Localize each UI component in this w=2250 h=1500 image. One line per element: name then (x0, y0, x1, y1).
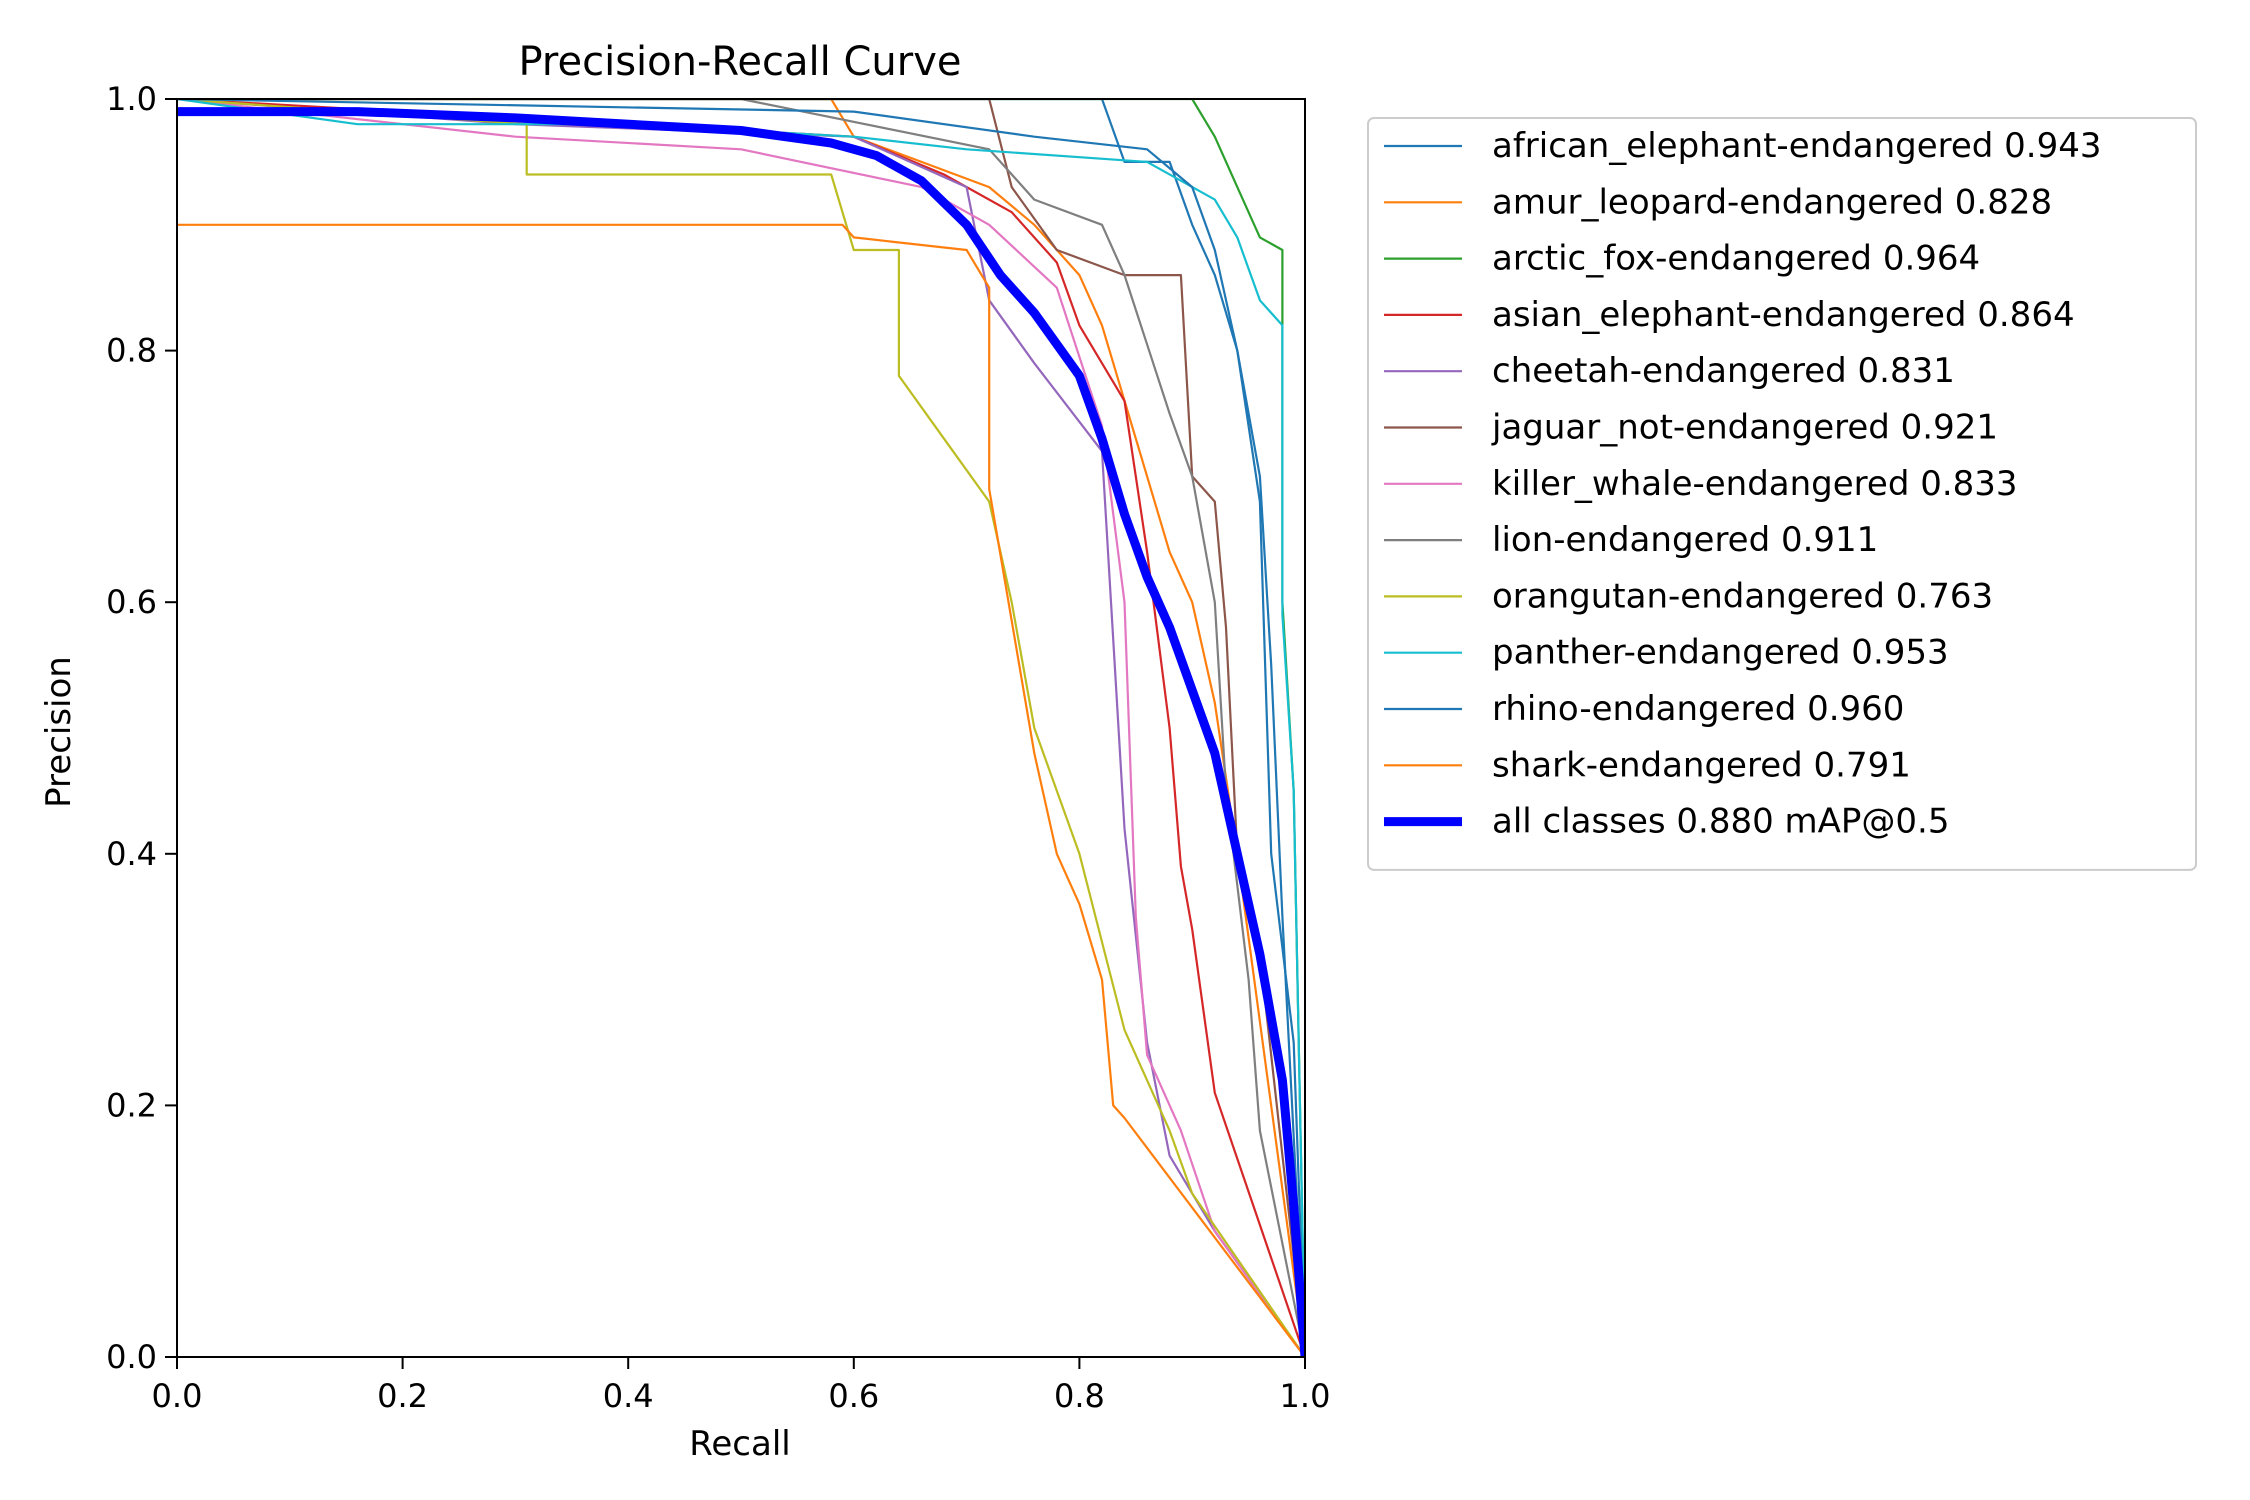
legend-label-8: orangutan-endangered 0.763 (1492, 576, 1993, 616)
y-tick-label-3: 0.6 (106, 583, 157, 621)
legend-label-9: panther-endangered 0.953 (1492, 633, 1949, 673)
legend-label-11: shark-endangered 0.791 (1492, 745, 1911, 785)
x-tick-label-2: 0.4 (603, 1377, 654, 1415)
legend: african_elephant-endangered 0.943 amur_le… (1367, 117, 2197, 871)
legend-label-1: amur_leopard-endangered 0.828 (1492, 182, 2052, 222)
plot-background (177, 99, 1305, 1357)
legend-label-5: jaguar_not-endangered 0.921 (1491, 408, 1998, 448)
legend-label-12: all classes 0.880 mAP@0.5 (1492, 802, 1949, 842)
y-tick-label-4: 0.8 (106, 332, 157, 370)
chart-title: Precision-Recall Curve (519, 39, 962, 85)
legend-label-6: killer_whale-endangered 0.833 (1492, 464, 2018, 504)
plot-frame (176, 98, 1306, 1358)
y-tick-label-5: 1.0 (106, 80, 157, 118)
y-tick-label-2: 0.4 (106, 835, 157, 873)
x-tick-label-1: 0.2 (377, 1377, 428, 1415)
legend-label-10: rhino-endangered 0.960 (1492, 689, 1904, 729)
legend-label-0: african_elephant-endangered 0.943 (1492, 126, 2102, 166)
legend-label-3: asian_elephant-endangered 0.864 (1492, 295, 2075, 335)
x-axis-label: Recall (689, 1424, 790, 1464)
plot-area (176, 98, 1306, 1358)
series-line-11 (177, 223, 1305, 1357)
series-line-0 (177, 99, 1305, 1357)
y-axis-label: Precision (39, 656, 79, 808)
y-tick-label-0: 0.0 (106, 1338, 157, 1376)
series-line-3 (177, 99, 1305, 1357)
legend-label-7: lion-endangered 0.911 (1492, 520, 1878, 560)
legend-label-4: cheetah-endangered 0.831 (1492, 351, 1955, 391)
x-tick-label-3: 0.6 (828, 1377, 879, 1415)
series-line-8 (177, 99, 1305, 1357)
x-tick-label-0: 0.0 (152, 1377, 203, 1415)
series-line-10 (177, 99, 1305, 1357)
curves (177, 99, 1305, 1357)
legend-label-2: arctic_fox-endangered 0.964 (1492, 239, 1980, 279)
legend-box (1367, 117, 2197, 871)
series-line-7 (177, 99, 1305, 1357)
x-tick-label-5: 1.0 (1280, 1377, 1331, 1415)
series-line-12 (177, 107, 1305, 1357)
x-axis: 0.0 0.2 0.4 0.6 0.8 1.0 (152, 1357, 1331, 1415)
y-tick-label-1: 0.2 (106, 1086, 157, 1124)
y-axis: 0.0 0.2 0.4 0.6 0.8 1.0 (106, 80, 177, 1376)
x-tick-label-4: 0.8 (1054, 1377, 1105, 1415)
